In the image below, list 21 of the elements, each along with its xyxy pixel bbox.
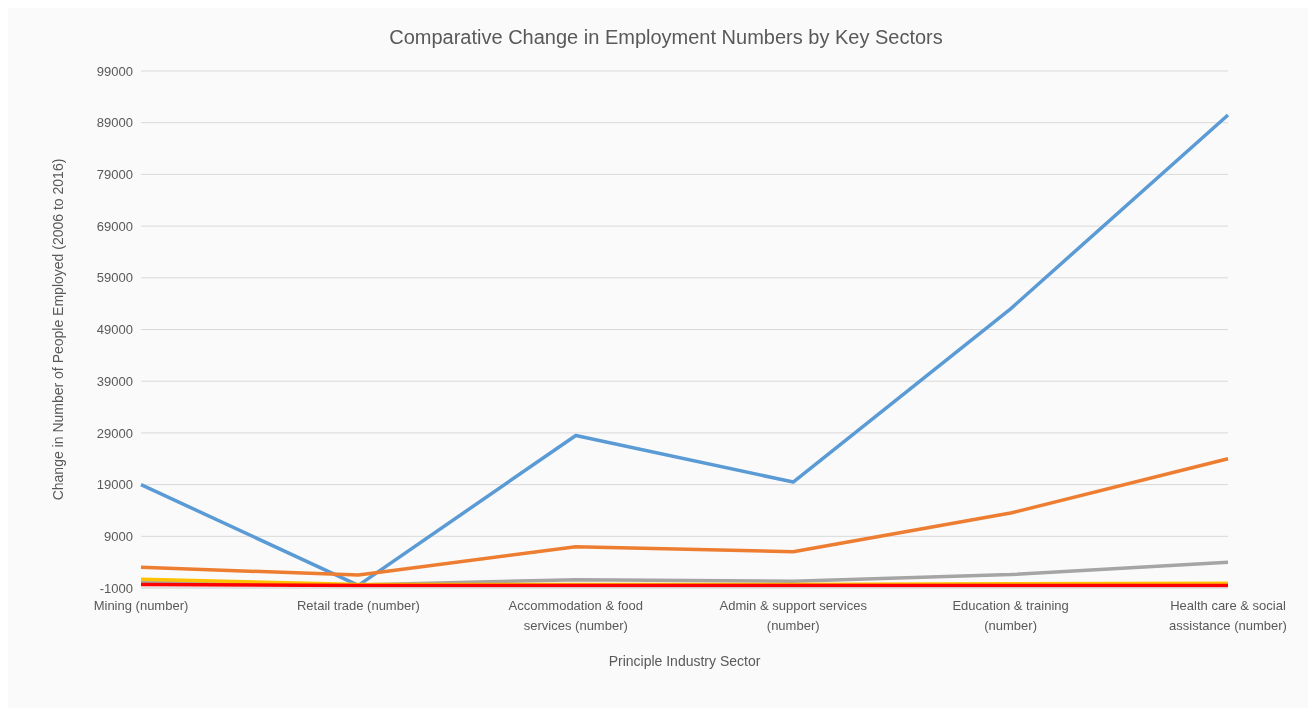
- y-tick-label: -1000: [99, 580, 133, 596]
- y-tick-label: 29000: [96, 425, 133, 441]
- x-tick-label: Accommodation & food services (number): [508, 598, 643, 633]
- y-tick-label: 89000: [96, 115, 133, 131]
- x-tick-label: Health care & social assistance (number): [1169, 598, 1287, 633]
- x-tick-label: Education & training (number): [952, 598, 1069, 633]
- y-axis-title: Change in Number of People Employed (2006 to 2016): [49, 158, 66, 501]
- chart-title: Comparative Change in Employment Numbers by Key Sectors: [388, 26, 944, 49]
- y-tick-label: 39000: [96, 373, 133, 389]
- line-series: [139, 457, 1230, 577]
- x-tick-label: Admin & support services (number): [719, 598, 868, 633]
- y-tick-label: 99000: [96, 63, 133, 79]
- y-tick-label: 59000: [96, 270, 133, 286]
- x-tick-label: Retail trade (number): [296, 598, 420, 613]
- y-tick-label: 9000: [104, 528, 133, 544]
- y-tick-label: 79000: [96, 167, 133, 183]
- x-tick-label: Mining (number): [93, 598, 189, 613]
- y-tick-label: 49000: [96, 322, 133, 338]
- y-tick-label: 69000: [96, 218, 133, 234]
- x-axis-title: Principle Industry Sector: [608, 653, 761, 669]
- y-tick-label: 19000: [96, 477, 133, 493]
